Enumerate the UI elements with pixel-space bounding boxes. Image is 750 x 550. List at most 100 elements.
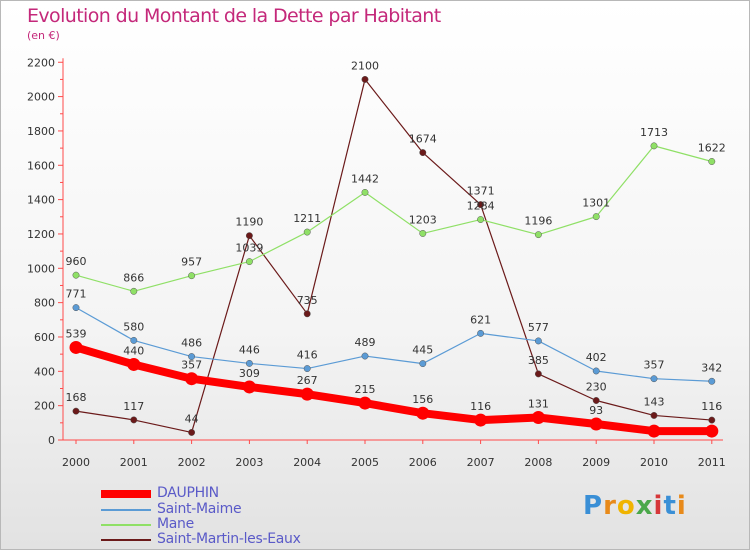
data-point-saint-martin-les-eaux <box>188 428 196 436</box>
data-point-mane <box>534 231 542 239</box>
data-label-mane: 960 <box>66 255 87 268</box>
data-point-saint-martin-les-eaux <box>419 149 427 157</box>
x-tick-label: 2008 <box>524 456 552 469</box>
data-point-dauphin <box>358 396 372 410</box>
data-label-saint-maime: 446 <box>239 343 260 356</box>
x-tick-label: 2007 <box>467 456 495 469</box>
data-point-mane <box>72 271 80 279</box>
legend-swatch-dauphin <box>101 490 151 498</box>
data-point-saint-martin-les-eaux <box>477 201 485 209</box>
y-tick-label: 1400 <box>27 194 55 207</box>
x-tick-label: 2001 <box>120 456 148 469</box>
x-tick-label: 2003 <box>235 456 263 469</box>
data-point-mane <box>419 229 427 237</box>
legend-swatch-mane <box>101 524 151 526</box>
data-label-dauphin: 93 <box>589 404 603 417</box>
y-tick-label: 600 <box>34 331 55 344</box>
data-label-saint-maime: 416 <box>297 349 318 362</box>
data-point-mane <box>245 258 253 266</box>
data-label-saint-maime: 445 <box>412 344 433 357</box>
data-point-saint-maime <box>419 360 427 368</box>
data-label-saint-martin-les-eaux: 168 <box>66 391 87 404</box>
legend-label-dauphin: DAUPHIN <box>157 485 219 501</box>
data-label-mane: 957 <box>181 256 202 269</box>
data-label-dauphin: 215 <box>355 383 376 396</box>
y-tick-label: 1000 <box>27 262 55 275</box>
brand-letter: P <box>583 491 604 521</box>
data-label-saint-maime: 621 <box>470 313 491 326</box>
data-point-saint-martin-les-eaux <box>303 310 311 318</box>
data-label-saint-maime: 489 <box>355 336 376 349</box>
data-point-saint-martin-les-eaux <box>708 416 716 424</box>
data-label-saint-martin-les-eaux: 1674 <box>409 133 437 146</box>
data-point-saint-maime <box>534 337 542 345</box>
data-label-dauphin: 131 <box>528 398 549 411</box>
data-label-saint-maime: 577 <box>528 321 549 334</box>
data-label-mane: 1211 <box>293 212 321 225</box>
data-point-saint-maime <box>303 365 311 373</box>
data-point-dauphin <box>416 406 430 420</box>
data-point-dauphin <box>647 424 661 438</box>
data-label-mane: 1039 <box>235 242 263 255</box>
data-label-saint-martin-les-eaux: 735 <box>297 294 318 307</box>
data-point-mane <box>188 272 196 280</box>
data-label-saint-martin-les-eaux: 1371 <box>467 185 495 198</box>
data-label-dauphin: 357 <box>181 359 202 372</box>
data-point-saint-maime <box>245 359 253 367</box>
data-label-saint-maime: 402 <box>586 351 607 364</box>
data-label-saint-maime: 580 <box>123 320 144 333</box>
x-tick-label: 2006 <box>409 456 437 469</box>
data-label-dauphin: 116 <box>470 400 491 413</box>
data-label-saint-maime: 771 <box>66 288 87 301</box>
data-label-saint-martin-les-eaux: 230 <box>586 381 607 394</box>
series-line-dauphin <box>72 343 716 436</box>
data-point-saint-maime <box>592 367 600 375</box>
data-point-saint-martin-les-eaux <box>361 75 369 83</box>
x-tick-label: 2011 <box>698 456 726 469</box>
data-label-saint-maime: 342 <box>701 361 722 374</box>
data-point-mane <box>361 188 369 196</box>
data-point-mane <box>650 142 658 150</box>
legend-swatch-saint-martin-les-eaux <box>101 539 151 541</box>
data-point-dauphin <box>589 417 603 431</box>
x-tick-label: 2004 <box>293 456 321 469</box>
y-tick-label: 0 <box>48 434 55 447</box>
data-label-mane: 1442 <box>351 172 379 185</box>
chart-unit: (en €) <box>27 29 60 42</box>
brand-letter: o <box>616 491 636 521</box>
data-label-saint-maime: 486 <box>181 337 202 350</box>
x-tick-label: 2002 <box>178 456 206 469</box>
data-point-saint-martin-les-eaux <box>650 411 658 419</box>
data-label-saint-martin-les-eaux: 116 <box>701 400 722 413</box>
brand-logo: Proxiti <box>583 491 687 521</box>
y-tick-label: 1200 <box>27 228 55 241</box>
data-point-dauphin <box>127 357 141 371</box>
data-point-saint-maime <box>130 336 138 344</box>
data-point-saint-maime <box>477 329 485 337</box>
data-point-dauphin <box>185 372 199 386</box>
data-point-saint-martin-les-eaux <box>534 370 542 378</box>
data-label-dauphin: 440 <box>123 344 144 357</box>
data-point-mane <box>130 287 138 295</box>
data-label-dauphin: 267 <box>297 374 318 387</box>
data-point-dauphin <box>300 387 314 401</box>
data-label-dauphin: 156 <box>412 393 433 406</box>
data-point-mane <box>303 228 311 236</box>
data-label-saint-maime: 357 <box>644 359 665 372</box>
brand-letter: r <box>603 491 617 521</box>
brand-letter: t <box>663 491 677 521</box>
x-tick-label: 2010 <box>640 456 668 469</box>
data-point-mane <box>592 213 600 221</box>
data-label-saint-martin-les-eaux: 1190 <box>235 216 263 229</box>
y-tick-label: 2000 <box>27 91 55 104</box>
legend-label-saint-maime: Saint-Maime <box>157 501 242 517</box>
y-tick-label: 800 <box>34 297 55 310</box>
data-label-mane: 1713 <box>640 126 668 139</box>
data-point-dauphin <box>69 340 83 354</box>
data-label-dauphin: 539 <box>66 327 87 340</box>
x-tick-label: 2005 <box>351 456 379 469</box>
brand-letter: x <box>635 491 654 521</box>
series-line-saint-martin-les-eaux <box>75 78 713 434</box>
